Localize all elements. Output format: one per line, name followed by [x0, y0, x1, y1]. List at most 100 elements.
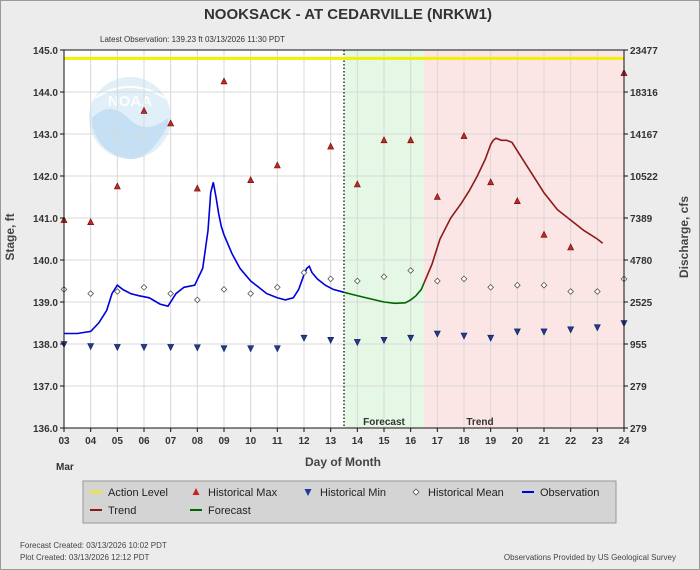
y2-tick-label: 2525 [630, 298, 653, 309]
y2-axis-label: Discharge, cfs [677, 196, 691, 278]
historical-min-point [460, 332, 468, 340]
historical-min-point [593, 324, 601, 332]
forecast-region-label: Forecast [363, 417, 405, 428]
historical-min-point [567, 326, 575, 334]
historical-max-point [193, 184, 201, 192]
y-tick-label: 137.0 [33, 382, 58, 393]
latest-observation: Latest Observation: 139.23 ft 03/13/2026… [100, 35, 285, 44]
y2-tick-label: 279 [630, 424, 647, 435]
historical-min-point [353, 339, 361, 347]
y-axis-label: Stage, ft [3, 213, 17, 260]
historical-min-point [433, 330, 441, 338]
historical-mean-point [273, 283, 281, 291]
historical-max-point [113, 182, 121, 190]
y2-tick-label: 4780 [630, 256, 653, 267]
y-tick-label: 138.0 [33, 340, 58, 351]
historical-max-point [460, 131, 468, 139]
noaa-logo-text: NOAA [108, 93, 152, 110]
y2-tick-label: 18316 [630, 88, 658, 99]
legend-historical-mean-swatch [412, 488, 420, 496]
trend-region [424, 50, 624, 428]
historical-mean-point [380, 273, 388, 281]
historical-mean-point [167, 290, 175, 297]
historical-mean-point [593, 288, 601, 295]
historical-mean-point [300, 269, 308, 276]
forecast-line [343, 282, 425, 305]
legend: Action Level Historical Max Historical Min… [82, 480, 617, 524]
historical-mean-point [433, 277, 441, 285]
historical-max-point [353, 180, 361, 188]
historical-min-point [513, 328, 521, 336]
historical-max-point [433, 192, 441, 200]
historical-mean-point [193, 296, 201, 304]
x-tick-label: 24 [618, 436, 630, 447]
historical-min-point [380, 337, 388, 344]
historical-max-point [513, 197, 521, 204]
historical-min-point [247, 345, 255, 353]
x-tick-label: 19 [485, 436, 497, 447]
y-tick-label: 140.0 [33, 256, 58, 267]
noaa-logo: NOAA [89, 77, 171, 160]
historical-mean-point [140, 283, 148, 291]
historical-min-point [140, 344, 148, 352]
legend-historical-min-swatch [304, 489, 312, 496]
y-tick-label: 141.0 [33, 214, 58, 225]
y-tick-label: 139.0 [33, 298, 58, 309]
forecast-created: Forecast Created: 03/13/2026 10:02 PDT [20, 541, 167, 550]
x-tick-label: 16 [405, 436, 417, 447]
x-tick-label: 03 [58, 436, 70, 447]
historical-min-point [487, 334, 495, 342]
y2-tick-label: 279 [630, 382, 647, 393]
plot-created: Plot Created: 03/13/2026 12:12 PDT [20, 553, 150, 562]
x-tick-label: 09 [218, 436, 230, 447]
historical-max-point [273, 161, 281, 169]
historical-mean-point [247, 290, 255, 297]
historical-min-point [327, 337, 335, 344]
x-tick-label: 05 [112, 436, 124, 447]
trend-line [423, 137, 604, 284]
x-tick-label: 06 [138, 436, 150, 447]
historical-mean-point [460, 275, 468, 283]
historical-max-point [487, 178, 495, 186]
legend-historical-max-label: Historical Max [208, 487, 278, 499]
x-tick-label: 20 [512, 436, 524, 447]
historical-mean-point [513, 281, 521, 289]
y-tick-label: 145.0 [33, 46, 58, 57]
historical-max-point [540, 230, 548, 238]
historical-mean-point [567, 288, 575, 295]
x-tick-label: 22 [565, 436, 577, 447]
x-axis-label: Day of Month [305, 455, 381, 469]
historical-min-point [300, 334, 308, 342]
month-label: Mar [56, 462, 74, 473]
legend-trend-label: Trend [108, 505, 136, 517]
y-tick-label: 136.0 [33, 424, 58, 435]
x-tick-label: 14 [352, 436, 364, 447]
historical-min-point [113, 344, 121, 352]
historical-mean-point [353, 277, 361, 285]
historical-mean-point [113, 288, 121, 295]
legend-forecast-label: Forecast [208, 505, 251, 517]
historical-min-point [540, 328, 548, 336]
y-tick-label: 143.0 [33, 130, 58, 141]
historical-min-point [273, 345, 281, 353]
historical-mean-point [487, 283, 495, 291]
x-tick-label: 13 [325, 436, 337, 447]
historical-max-point [407, 136, 415, 144]
historical-mean-point [327, 275, 335, 283]
historical-mean-point [540, 281, 548, 289]
historical-min-point [407, 334, 415, 342]
x-tick-label: 15 [378, 436, 390, 447]
historical-max-point [87, 218, 95, 225]
historical-min-point [220, 345, 228, 353]
plot-border [63, 49, 625, 429]
legend-observation-label: Observation [540, 487, 599, 499]
x-tick-label: 11 [272, 436, 283, 447]
legend-historical-mean-label: Historical Mean [428, 487, 504, 499]
y-tick-label: 144.0 [33, 88, 58, 99]
legend-action-level-label: Action Level [108, 487, 168, 499]
historical-max-point [220, 77, 228, 85]
historical-max-point [327, 142, 335, 150]
historical-max-point [247, 176, 255, 183]
x-tick-label: 21 [538, 436, 550, 447]
x-tick-label: 17 [432, 436, 444, 447]
